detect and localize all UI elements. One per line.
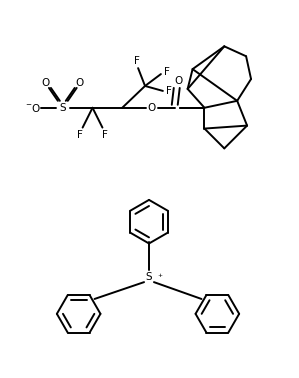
Text: F: F	[164, 67, 170, 77]
Text: $^{+}$: $^{+}$	[157, 273, 164, 282]
Text: F: F	[166, 86, 172, 96]
Text: S: S	[60, 103, 66, 113]
Text: O: O	[175, 76, 183, 86]
Text: $^{-}$O: $^{-}$O	[25, 102, 41, 114]
Text: O: O	[42, 78, 50, 88]
Text: F: F	[77, 130, 83, 139]
Text: O: O	[148, 103, 156, 113]
Text: O: O	[76, 78, 84, 88]
Text: S: S	[146, 272, 152, 282]
Text: F: F	[134, 56, 140, 66]
Text: F: F	[103, 130, 108, 139]
